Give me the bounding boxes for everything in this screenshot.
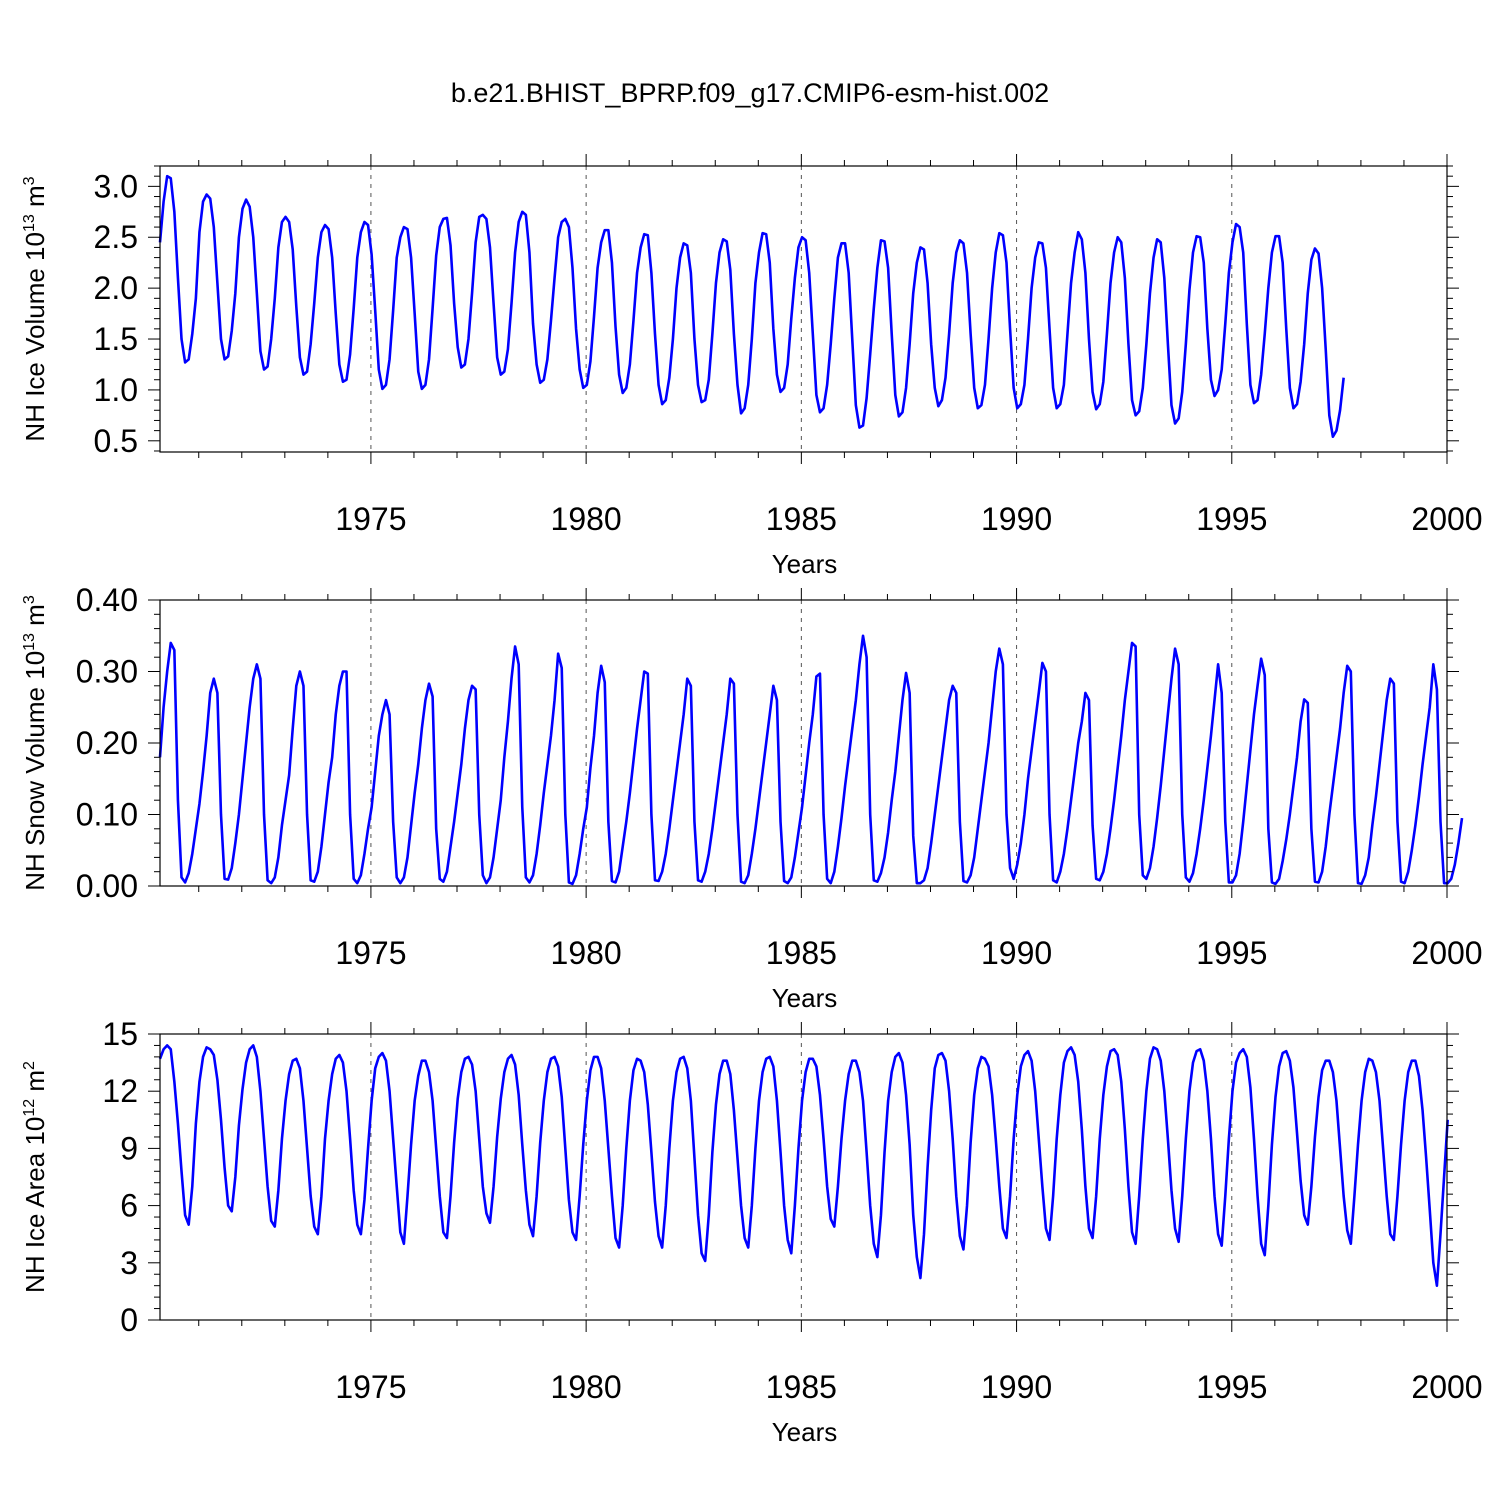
ice-area-xtick-label: 1975 [335, 1369, 406, 1405]
snow-volume-xtick-label: 2000 [1411, 935, 1482, 971]
ice-volume-xtick-label: 1990 [981, 501, 1052, 537]
snow-volume-xtick-label: 1985 [766, 935, 837, 971]
snow-volume-ytick-label: 0.20 [76, 725, 138, 761]
snow-volume-xtick-label: 1995 [1196, 935, 1267, 971]
ice-volume-xtick-label: 1980 [551, 501, 622, 537]
ice-area-xtick-label: 1995 [1196, 1369, 1267, 1405]
ice-volume-ytick-label: 1.0 [94, 372, 138, 408]
snow-volume-xtick-label: 1990 [981, 935, 1052, 971]
snow-volume-ytick-label: 0.30 [76, 654, 138, 690]
ice-volume-ytick-label: 2.5 [94, 219, 138, 255]
snow-volume-x-axis-label: Years [772, 983, 838, 1013]
ice-volume-xtick-label: 1995 [1196, 501, 1267, 537]
ice-area-ytick-label: 12 [102, 1073, 138, 1109]
ice-volume-xtick-label: 1975 [335, 501, 406, 537]
ice-area-y-label-text: NH Ice Area 10 [20, 1117, 50, 1293]
ice-volume-x-axis-label: Years [772, 549, 838, 579]
ice-area-xtick-label: 1990 [981, 1369, 1052, 1405]
ice-volume-y-label-exponent: 13 [21, 214, 38, 232]
ice-volume-y-label-text: NH Ice Volume 10 [20, 232, 50, 442]
ice-volume-y-label-unit: m [20, 185, 50, 214]
ice-volume-ytick-label: 1.5 [94, 321, 138, 357]
snow-volume-plot-frame [159, 599, 1448, 887]
snow-volume-series-line [158, 634, 1464, 886]
ice-volume-ytick-label: 3.0 [94, 168, 138, 204]
ice-area-series-line [158, 1044, 1449, 1287]
ice-volume-ytick-label: 0.5 [94, 423, 138, 459]
ice-volume-xtick-label: 1985 [766, 501, 837, 537]
ice-area-panel: 0 3 6 9 12 15 1975 1980 1985 1990 1995 2000 Years N… [20, 1016, 1483, 1447]
ice-volume-panel: 0.5 1.0 1.5 2.0 2.5 3.0 1975 1980 1985 1990 1995 20… [20, 154, 1483, 579]
ice-volume-y-axis-label: NH Ice Volume 1013 m3 [20, 176, 50, 441]
snow-volume-ytick-label: 0.00 [76, 868, 138, 904]
ice-area-y-label-unit-exponent: 2 [21, 1061, 38, 1070]
ice-area-x-axis-label: Years [772, 1417, 838, 1447]
snow-volume-panel: 0.00 0.10 0.20 0.30 0.40 1975 1980 1985 1990 1995… [20, 582, 1483, 1013]
ice-area-y-axis-label: NH Ice Area 1012 m2 [20, 1061, 50, 1293]
snow-volume-ytick-label: 0.40 [76, 582, 138, 618]
ice-volume-plot-frame [159, 165, 1448, 453]
ice-volume-xtick-label: 2000 [1411, 501, 1482, 537]
snow-volume-y-label-unit: m [20, 604, 50, 633]
ice-area-ytick-label: 3 [120, 1245, 138, 1281]
snow-volume-y-label-unit-exponent: 3 [21, 595, 38, 604]
ice-volume-series-line [158, 174, 1345, 439]
snow-volume-y-label-exponent: 13 [21, 633, 38, 651]
ice-area-ytick-label: 6 [120, 1188, 138, 1224]
ice-area-xtick-label: 1985 [766, 1369, 837, 1405]
snow-volume-xtick-label: 1980 [551, 935, 622, 971]
snow-volume-y-label-text: NH Snow Volume 10 [20, 651, 50, 891]
ice-area-xtick-label: 1980 [551, 1369, 622, 1405]
ice-area-ytick-label: 15 [102, 1016, 138, 1052]
ice-area-ytick-label: 9 [120, 1130, 138, 1166]
ice-volume-ytick-label: 2.0 [94, 270, 138, 306]
figure-title: b.e21.BHIST_BPRP.f09_g17.CMIP6-esm-hist.… [451, 78, 1049, 108]
ice-volume-y-label-unit-exponent: 3 [21, 176, 38, 185]
ice-area-y-label-unit: m [20, 1070, 50, 1099]
ice-area-ytick-label: 0 [120, 1302, 138, 1338]
ice-area-plot-frame [159, 1033, 1448, 1321]
snow-volume-ytick-label: 0.10 [76, 797, 138, 833]
ice-area-y-label-exponent: 12 [21, 1099, 38, 1117]
snow-volume-xtick-label: 1975 [335, 935, 406, 971]
snow-volume-y-axis-label: NH Snow Volume 1013 m3 [20, 595, 50, 891]
ice-area-xtick-label: 2000 [1411, 1369, 1482, 1405]
